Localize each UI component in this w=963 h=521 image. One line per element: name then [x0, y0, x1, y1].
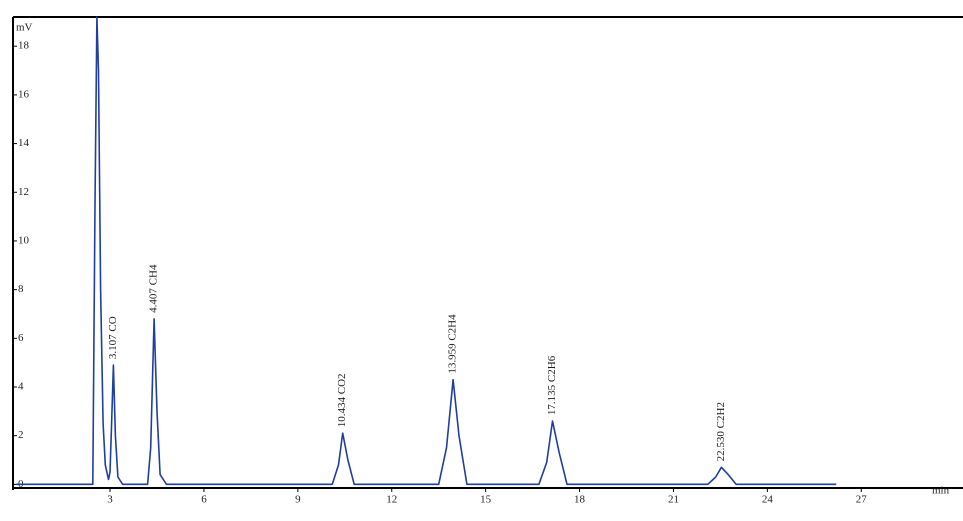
- y-tick-label: 4: [18, 381, 24, 393]
- x-tick-label: 21: [668, 494, 679, 506]
- y-tick-label: 8: [18, 283, 24, 295]
- y-tick-label: 12: [18, 186, 29, 198]
- x-tick-label: 9: [295, 494, 301, 506]
- y-tick-label: 10: [18, 234, 30, 246]
- y-tick-label: 6: [18, 332, 24, 344]
- peak-label: 22.530 C2H2: [715, 402, 727, 461]
- y-axis-label: mV: [16, 22, 33, 34]
- x-tick-label: 12: [386, 494, 397, 506]
- peak-label: 10.434 CO2: [336, 373, 348, 427]
- peak-label: 17.135 C2H6: [546, 355, 558, 415]
- y-tick-label: 14: [18, 137, 30, 149]
- x-tick-label: 27: [856, 494, 868, 506]
- y-tick-label: 2: [18, 429, 24, 441]
- peak-label: 3.107 CO: [107, 316, 119, 359]
- x-tick-label: 15: [480, 494, 492, 506]
- x-tick-label: 6: [201, 494, 207, 506]
- x-tick-label: 3: [107, 494, 113, 506]
- y-tick-label: 16: [18, 88, 30, 100]
- trace: [16, 16, 837, 486]
- peak-label: 4.407 CH4: [148, 264, 160, 313]
- x-tick-label: 24: [762, 494, 774, 506]
- y-tick-label: 18: [18, 40, 30, 52]
- peak-label: 13.959 C2H4: [447, 314, 459, 374]
- x-tick-label: 18: [574, 494, 586, 506]
- x-axis-label: min: [932, 485, 950, 497]
